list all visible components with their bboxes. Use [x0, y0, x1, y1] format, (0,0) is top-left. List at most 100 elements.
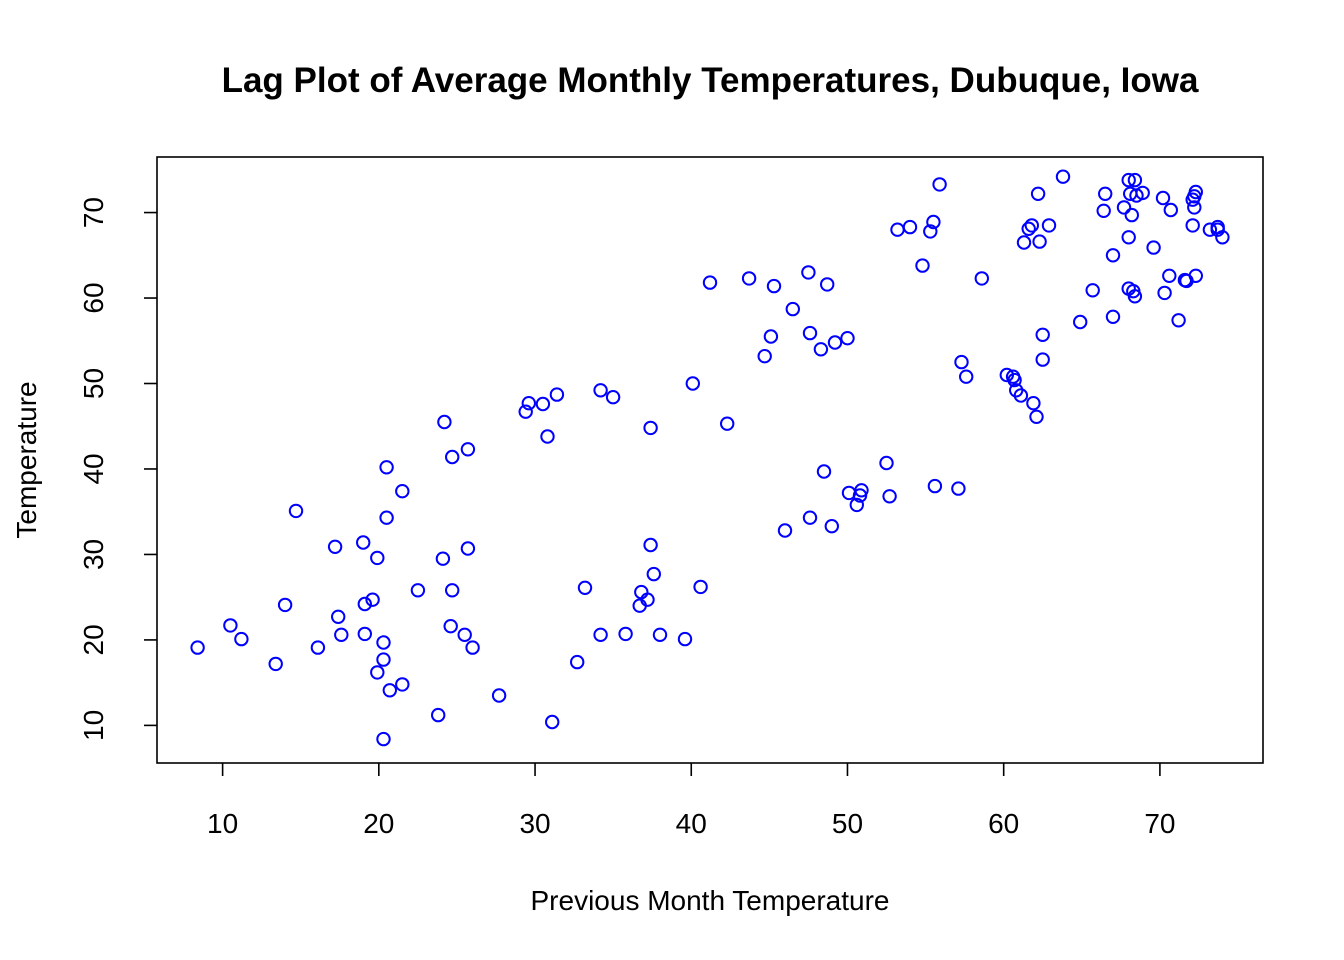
data-point [926, 214, 941, 230]
data-point [1188, 268, 1204, 283]
data-point [1121, 230, 1136, 245]
data-point [959, 369, 974, 384]
data-point [1024, 218, 1040, 233]
data-point [1157, 285, 1172, 301]
data-point [268, 656, 283, 672]
data-point [460, 442, 476, 457]
plot-area-frame [156, 156, 1264, 764]
data-point [437, 414, 452, 430]
data-point [356, 535, 371, 550]
x-tick-label: 30 [519, 808, 550, 839]
data-point [643, 420, 658, 436]
data-point [854, 483, 869, 498]
data-point [370, 665, 385, 680]
y-tick-label: 40 [78, 453, 109, 484]
data-point [1188, 184, 1204, 200]
data-point [1029, 409, 1044, 424]
x-axis-label: Previous Month Temperature [531, 885, 890, 916]
chart-title: Lag Plot of Average Monthly Temperatures… [222, 61, 1199, 100]
y-axis: 10 20 30 40 50 60 70 [78, 197, 157, 741]
data-point [491, 688, 507, 703]
data-point [1105, 309, 1121, 324]
data-point [1016, 235, 1032, 250]
data-point [618, 626, 633, 642]
y-tick-label: 70 [78, 197, 109, 228]
data-point [777, 523, 793, 538]
data-point [757, 349, 772, 364]
data-point [457, 627, 472, 642]
x-tick-label: 40 [676, 808, 707, 839]
data-point [816, 464, 832, 479]
data-point [801, 265, 816, 280]
data-point [443, 619, 458, 634]
data-point [535, 396, 551, 412]
data-point [763, 329, 779, 344]
data-point [1096, 203, 1111, 219]
data-point [879, 455, 894, 471]
data-point [1105, 248, 1121, 263]
data-point [370, 550, 385, 566]
data-point [1021, 221, 1036, 237]
y-tick-label: 30 [78, 539, 109, 570]
data-point [932, 177, 947, 192]
data-point [277, 597, 293, 613]
data-point [410, 583, 426, 598]
data-point [570, 654, 585, 670]
data-point [1162, 268, 1177, 283]
data-point [951, 481, 966, 496]
data-point [234, 631, 249, 647]
data-point [1085, 283, 1100, 298]
data-point [1135, 185, 1150, 201]
data-point [882, 489, 897, 504]
data-point [1187, 200, 1202, 215]
data-point [190, 640, 205, 655]
data-point [376, 652, 391, 667]
data-point [376, 731, 391, 747]
data-point [465, 640, 480, 655]
data-point [685, 376, 700, 391]
data-point [549, 387, 565, 402]
data-point [365, 592, 380, 607]
data-point [820, 277, 835, 292]
data-point [1098, 186, 1113, 202]
data-point [652, 627, 668, 642]
data-point [1124, 207, 1140, 223]
data-point [1026, 396, 1041, 411]
y-tick-label: 20 [78, 624, 109, 655]
data-point [923, 224, 938, 239]
data-point [223, 618, 238, 633]
x-tick-label: 60 [988, 808, 1019, 839]
data-point [1116, 200, 1132, 215]
x-tick-label: 10 [207, 808, 238, 839]
data-point [288, 503, 304, 519]
data-point [1215, 230, 1230, 245]
data-point [1163, 202, 1179, 218]
data-point [357, 596, 372, 612]
data-point [915, 258, 930, 273]
data-point [379, 510, 394, 525]
data-point [521, 396, 536, 411]
data-point [824, 519, 839, 534]
data-point [1030, 186, 1046, 202]
data-point [1155, 190, 1171, 206]
data-point [1035, 352, 1050, 367]
data-point [1073, 314, 1088, 330]
x-axis: 10 20 30 40 50 60 70 [207, 763, 1175, 839]
data-point [460, 541, 476, 556]
data-point [974, 271, 989, 286]
data-point [577, 580, 593, 595]
data-point [813, 342, 829, 357]
data-point [1202, 222, 1218, 237]
data-point [327, 539, 343, 554]
data-point [1007, 372, 1022, 388]
data-point [677, 631, 693, 647]
data-point [382, 683, 397, 698]
data-point [927, 478, 943, 494]
data-point [646, 566, 661, 582]
data-point [693, 579, 708, 595]
data-point [1035, 327, 1050, 342]
data-point [331, 609, 346, 624]
data-point [890, 222, 905, 237]
data-point [720, 416, 735, 431]
